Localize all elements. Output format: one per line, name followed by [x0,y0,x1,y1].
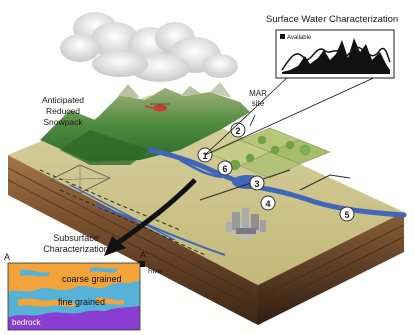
demand-line [281,46,391,71]
coarse-grained-label: coarse grained [62,274,122,284]
river-location-marker [138,261,145,267]
available-legend-label: Available [287,35,312,41]
mountain-range [40,82,250,165]
snowpack-label-line2: Reduced [46,106,80,116]
surface-water-title: Surface Water Characterization [266,14,398,25]
svg-text:6: 6 [222,164,227,174]
helicopter-icon [144,103,170,112]
subsurface-title-line2: Characterization [43,244,109,254]
bedrock-label: bedrock [12,318,41,327]
canal-network [39,169,351,256]
svg-text:2: 2 [235,126,240,136]
cloud-cluster [60,12,238,82]
site-marker-4: 4 [260,195,276,211]
subsurface-arrow [113,178,197,248]
snowpack-label-line1: Anticipated [42,95,84,105]
mar-label-line2: site [252,99,265,108]
section-start-label: A [4,252,10,262]
river-label: River [148,268,164,275]
subsurface-cross-section [7,262,141,331]
farm-fields [209,127,331,179]
subsurface-title-line1: Subsurface [53,233,99,243]
aqueduct [94,204,226,256]
fine-grained-label: fine grained [58,297,105,307]
snowpack-label-line3: Snowpack [43,117,83,127]
available-area [282,38,390,74]
available-legend-swatch [280,34,285,39]
surface-callout-line [204,74,291,156]
surface-water-chart: Available [275,29,395,79]
site-marker-2: 2 [230,122,246,138]
site-marker-5: 5 [339,206,355,222]
mar-pointer [249,114,256,127]
soil-front-face [8,155,258,325]
site-marker-3: 3 [249,175,265,191]
site-marker-6: 6 [217,160,233,176]
svg-text:3: 3 [254,179,259,189]
mar-label-line1: MAR [249,89,267,98]
svg-text:5: 5 [344,210,349,220]
svg-text:1: 1 [202,151,207,161]
city-buildings [225,208,266,240]
soil-side-face [258,212,404,325]
svg-text:4: 4 [265,199,270,209]
section-end-label: A' [140,250,148,260]
